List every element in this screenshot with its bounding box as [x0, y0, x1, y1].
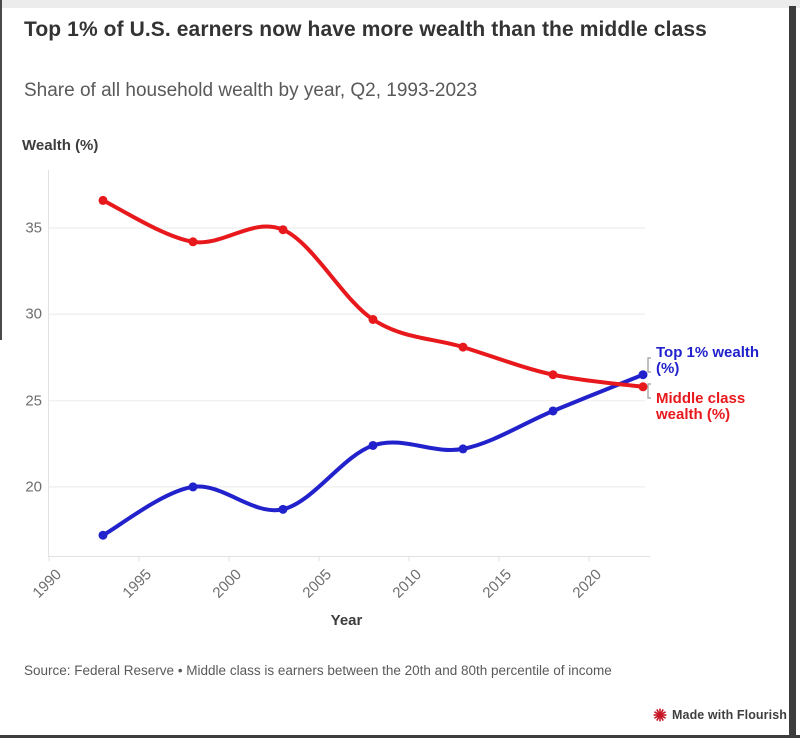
- y-tick-label: 30: [25, 305, 42, 323]
- source-note: Source: Federal Reserve • Middle class i…: [24, 663, 612, 678]
- top-edge-strip: [0, 0, 800, 8]
- left-edge-sliver: [0, 0, 2, 340]
- legend-label: Top 1% wealth: [656, 344, 760, 361]
- flourish-starburst-icon: [653, 708, 667, 722]
- y-tick-label: 25: [25, 392, 42, 410]
- legend-label: wealth (%): [656, 406, 731, 424]
- flourish-label: Made with Flourish: [672, 708, 787, 722]
- made-with-flourish-link[interactable]: Made with Flourish: [653, 705, 787, 725]
- y-tick-label: 35: [25, 219, 42, 237]
- y-tick-label: 20: [25, 478, 42, 496]
- right-edge-strip: [789, 6, 796, 738]
- chart-legend: Top 1% wealth (%) Middle class wealth (%…: [656, 344, 776, 437]
- legend-entry-top1: Top 1% wealth (%): [656, 344, 776, 378]
- bottom-edge-strip: [0, 735, 800, 738]
- y-axis-title: Wealth (%): [22, 137, 99, 154]
- legend-entry-middle-class: Middle class wealth (%): [656, 391, 776, 423]
- legend-label: Middle class: [656, 390, 746, 408]
- chart-subtitle: Share of all household wealth by year, Q…: [24, 80, 478, 101]
- legend-label: (%): [656, 360, 680, 378]
- chart-title: Top 1% of U.S. earners now have more wea…: [24, 18, 707, 41]
- x-axis-title: Year: [330, 612, 363, 629]
